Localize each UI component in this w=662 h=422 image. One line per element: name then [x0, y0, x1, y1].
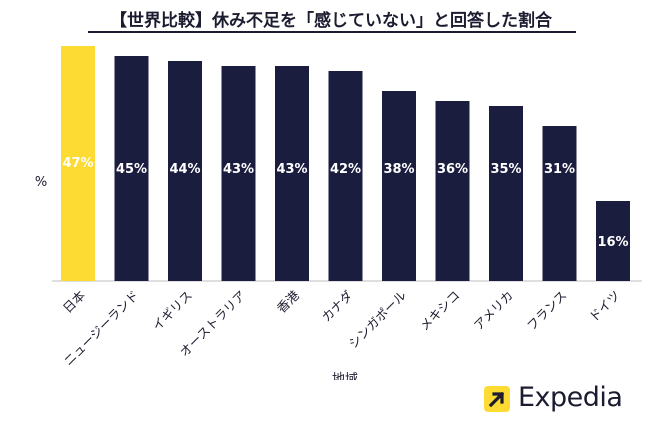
bar [382, 91, 416, 281]
value-label: 38% [383, 162, 414, 177]
x-tick-label: メキシコ [417, 288, 463, 334]
bar [435, 101, 470, 281]
x-tick-label: カナダ [318, 288, 355, 325]
value-label: 43% [276, 162, 307, 177]
value-label: 45% [116, 162, 147, 177]
bar [328, 71, 363, 281]
bar [221, 66, 256, 281]
value-label: 47% [62, 156, 93, 171]
value-label: 35% [490, 162, 521, 177]
logo-wordmark: Expedia [518, 382, 623, 413]
x-tick-label: ドイツ [586, 288, 623, 325]
bar [596, 201, 630, 281]
bar [61, 46, 95, 281]
value-label: 31% [544, 162, 575, 177]
value-label: 36% [437, 162, 468, 177]
expedia-logo: Expedia [484, 382, 654, 416]
y-axis-label: % [35, 175, 47, 190]
x-tick-label: イギリス [149, 288, 195, 334]
x-tick-label: アメリカ [471, 288, 517, 334]
bar-chart: 47% 45% 44% 43% 43% 42% 38% 36% 35% 31% 16% 日本ニュージ… [35, 46, 642, 380]
value-label: 16% [597, 235, 628, 250]
x-tick-label: フランス [524, 288, 570, 334]
bars-group [61, 46, 630, 281]
chart-title: 【世界比較】休み不足を「感じていない」と回答した割合 [110, 11, 552, 31]
value-label: 43% [223, 162, 254, 177]
x-axis-label: 地域 [332, 372, 358, 380]
value-labels-group: 47% 45% 44% 43% 43% 42% 38% 36% 35% 31% 16% [62, 156, 628, 250]
arrow-up-right-icon [488, 391, 505, 408]
bar [168, 61, 202, 281]
value-label: 44% [169, 162, 200, 177]
x-tick-label: 日本 [60, 287, 89, 316]
x-tick-label: シンガポール [345, 288, 409, 352]
bar [489, 106, 523, 281]
bar [275, 66, 309, 281]
x-tick-label: 香港 [274, 287, 303, 316]
title-underline [88, 31, 576, 33]
bar [114, 56, 149, 281]
bar [542, 126, 577, 281]
value-label: 42% [330, 162, 361, 177]
logo-badge [484, 386, 510, 412]
